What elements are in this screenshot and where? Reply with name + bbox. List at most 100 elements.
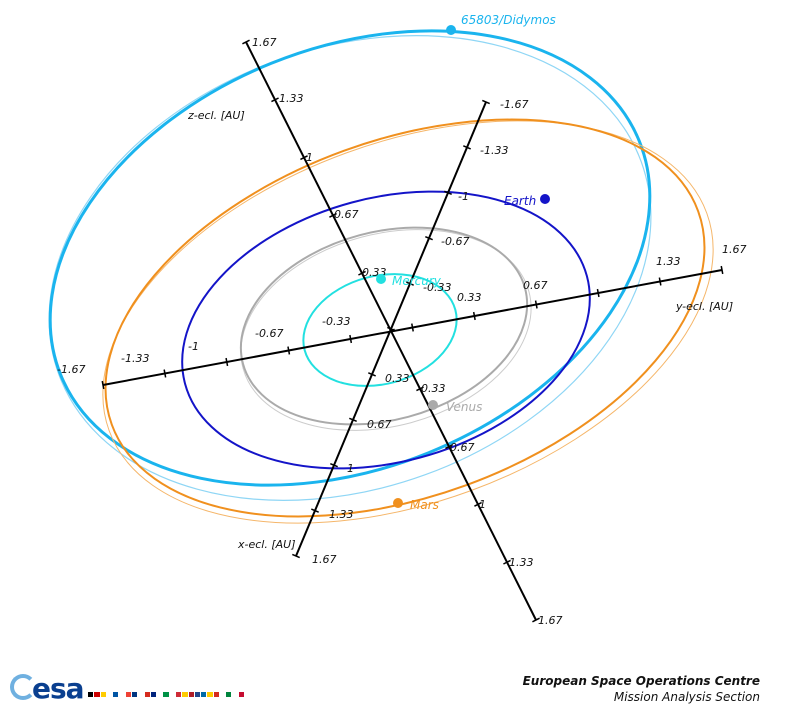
x-axis-labels: -1.67 -1.33 -1 -0.67 -0.33 0.33 0.67 1 1…: [237, 98, 528, 566]
x-axis-title: x-ecl. [AU]: [237, 538, 296, 551]
flag-swatch: [125, 692, 131, 697]
mars-marker: [393, 498, 403, 508]
axis-tick: [534, 300, 538, 309]
flag-swatch: [106, 692, 113, 697]
flag-swatch: [188, 692, 194, 697]
z-tick-label: 0.33: [421, 382, 446, 395]
member-flags: [88, 692, 245, 697]
y-tick-label: -1.33: [121, 352, 149, 365]
didymos-label: 65803/Didymos: [461, 13, 556, 27]
axis-tick: [474, 501, 482, 507]
axis-tick: [425, 235, 433, 241]
z-tick-label: 0.67: [334, 208, 359, 221]
y-axis-title: y-ecl. [AU]: [675, 300, 733, 313]
z-tick-label: 1.67: [252, 36, 277, 49]
flag-swatch: [163, 692, 169, 697]
venus-marker-group: Venus: [428, 400, 482, 414]
axis-tick: [163, 369, 167, 378]
axis-tick: [349, 334, 353, 344]
venus-marker: [428, 400, 438, 410]
flag-swatch: [157, 692, 163, 697]
y-tick-label: 0.33: [457, 291, 482, 304]
didymos-marker: [446, 25, 456, 35]
x-tick-label: -1: [458, 190, 469, 203]
y-tick-label: -1: [188, 340, 199, 353]
footer-subtitle: Mission Analysis Section: [613, 690, 760, 704]
venus-orbit: [239, 226, 529, 426]
tick-marks: [101, 39, 724, 623]
axis-tick: [416, 386, 424, 392]
mercury-orbit: [302, 273, 458, 387]
z-axis-title: z-ecl. [AU]: [187, 109, 245, 122]
earth-marker-group: Earth: [504, 194, 550, 208]
flag-swatch: [100, 692, 106, 697]
axis-tick: [330, 462, 338, 468]
axis-tick: [368, 372, 376, 377]
esa-logo: esa: [32, 672, 85, 705]
x-tick-label: 1.67: [312, 553, 337, 566]
flag-swatch: [182, 692, 188, 697]
mars-label: Mars: [410, 498, 439, 512]
flag-swatch: [113, 692, 119, 697]
flag-swatch: [150, 692, 157, 697]
axis-tick: [242, 39, 250, 45]
earth-marker: [540, 194, 550, 204]
axis-tick: [406, 281, 414, 286]
mercury-label: Mercury: [392, 274, 442, 288]
flag-swatch: [232, 692, 238, 697]
mars-orbit: [104, 118, 706, 518]
x-tick-label: -0.67: [441, 235, 469, 248]
axis-tick: [720, 265, 724, 275]
flag-swatch: [94, 692, 100, 697]
mercury-marker: [376, 274, 386, 284]
axis-tick: [463, 145, 471, 150]
axis-tick: [271, 97, 279, 103]
flag-swatch: [119, 692, 125, 697]
flag-swatch: [144, 692, 150, 697]
flag-swatch: [238, 692, 245, 697]
x-tick-label: 0.67: [367, 418, 392, 431]
footer-title: European Space Operations Centre: [522, 674, 760, 688]
x-tick-label: 1: [347, 462, 354, 475]
x-tick-label: -1.67: [500, 98, 528, 111]
axis-tick: [329, 212, 337, 218]
y-tick-label: -1.67: [57, 363, 85, 376]
mars-marker-group: Mars: [393, 498, 439, 512]
flag-swatch: [138, 692, 144, 697]
earth-orbit: [181, 190, 591, 470]
mars-orbit-shadow: [102, 120, 714, 524]
y-axis-labels: -1.67 -1.33 -1 -0.67 -0.33 0.33 0.67 1.3…: [57, 243, 747, 376]
axis-tick: [472, 311, 476, 321]
flag-swatch: [219, 692, 226, 697]
z-tick-label: 1.67: [538, 614, 563, 627]
venus-label: Venus: [446, 400, 482, 414]
flag-swatch: [201, 692, 207, 697]
didymos-orbit: [48, 29, 652, 487]
axis-tick: [411, 323, 414, 332]
axis-tick: [300, 155, 308, 161]
x-tick-label: 0.33: [385, 372, 410, 385]
flag-swatch: [213, 692, 219, 697]
axis-tick: [287, 346, 291, 355]
flag-swatch: [88, 692, 94, 697]
z-tick-label: 1.33: [279, 92, 304, 105]
z-tick-label: 0.67: [450, 441, 475, 454]
x-tick-label: 1.33: [329, 508, 354, 521]
esa-logo-ring-icon: [10, 674, 36, 700]
venus-orbit-shadow: [240, 229, 532, 431]
axis-tick: [311, 508, 319, 513]
z-tick-label: 1.33: [509, 556, 534, 569]
axis-tick: [387, 328, 395, 334]
axis-tick: [658, 277, 662, 286]
axis-tick: [101, 380, 105, 390]
axis-tick: [292, 553, 300, 559]
z-tick-label: 1: [479, 498, 486, 511]
x-tick-label: -0.33: [423, 281, 451, 294]
z-tick-label: 1: [306, 151, 313, 164]
flag-swatch: [169, 692, 175, 697]
y-tick-label: 1.67: [722, 243, 747, 256]
axis-tick: [358, 270, 366, 276]
y-tick-label: 1.33: [656, 255, 681, 268]
axis-tick: [532, 617, 540, 623]
y-tick-label: -0.33: [322, 315, 350, 328]
